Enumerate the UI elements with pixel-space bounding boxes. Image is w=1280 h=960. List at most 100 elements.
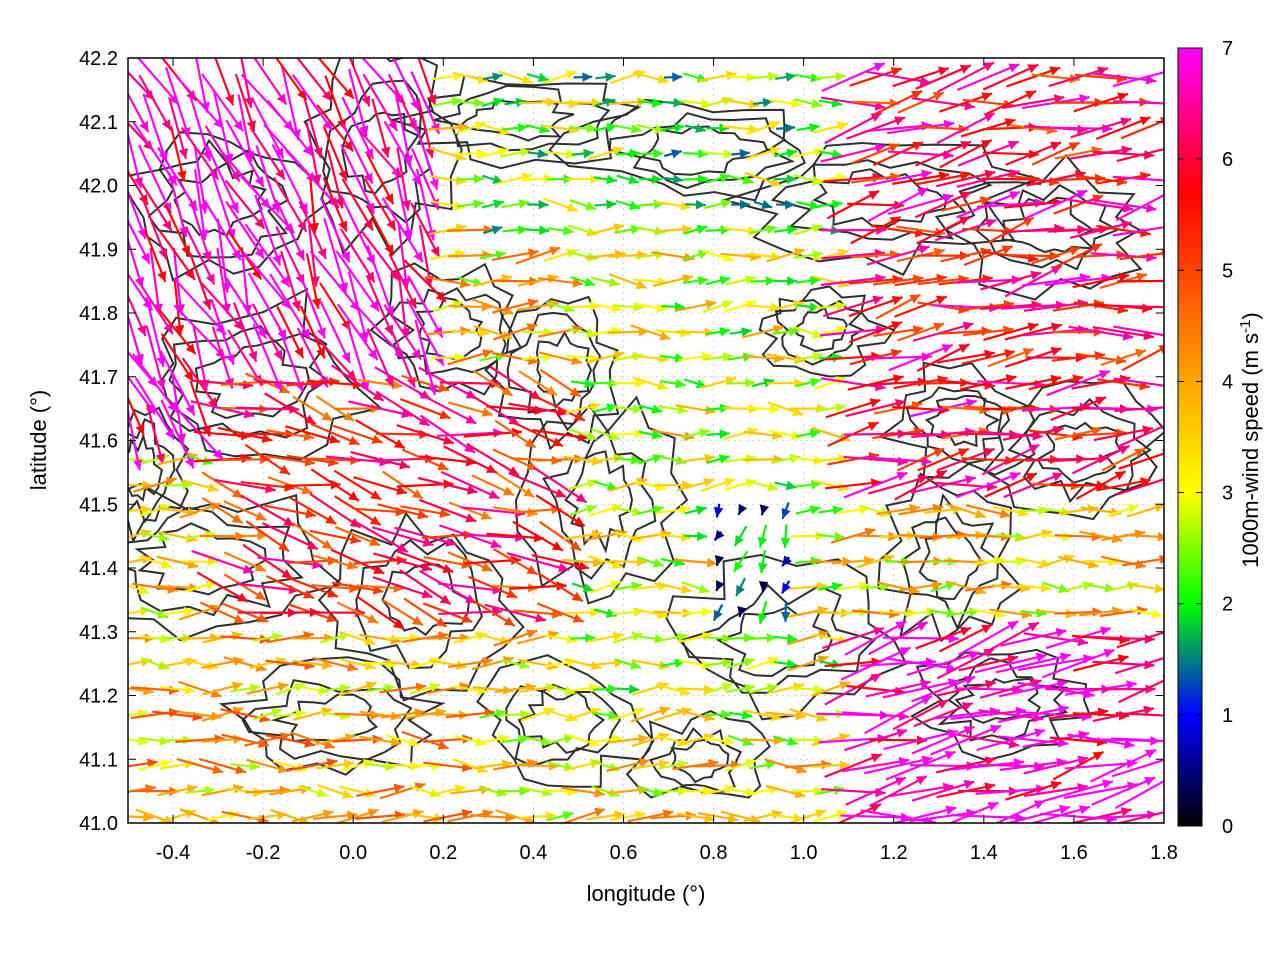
wind-arrow-head — [408, 737, 420, 747]
contour-line — [218, 656, 446, 776]
y-tick-label: 41.7 — [79, 367, 118, 389]
wind-arrow — [292, 522, 334, 551]
wind-arrow — [337, 303, 379, 361]
wind-arrow — [202, 681, 244, 696]
wind-arrow-shaft — [346, 324, 369, 392]
wind-arrow-shaft — [410, 202, 441, 258]
x-tick-label: 0.2 — [429, 842, 457, 864]
wind-arrow-head — [202, 298, 212, 310]
wind-arrow-head — [176, 433, 187, 444]
wind-arrow-shaft — [254, 194, 282, 266]
wind-arrow — [322, 177, 348, 232]
contour-line — [639, 125, 769, 176]
wind-arrow — [400, 505, 451, 518]
wind-arrow-head — [312, 174, 322, 185]
wind-arrow — [423, 808, 473, 823]
wind-arrow-shaft — [227, 329, 263, 386]
wind-arrow — [265, 733, 316, 748]
wind-arrow — [201, 73, 245, 132]
wind-arrow — [339, 631, 376, 646]
wind-arrow-shaft — [340, 144, 376, 215]
wind-arrow-shaft — [128, 406, 141, 471]
y-tick-label: 41.8 — [79, 303, 118, 325]
wind-arrow-shaft — [159, 350, 196, 416]
wind-arrow-head — [419, 389, 431, 400]
wind-arrow-head — [221, 303, 231, 315]
wind-arrow — [198, 757, 247, 775]
wind-arrow-head — [271, 632, 283, 642]
wind-arrow-head — [348, 436, 360, 445]
wind-arrow-head — [156, 378, 166, 390]
wind-arrow — [252, 632, 283, 642]
colorbar-tick-label: 7 — [1222, 38, 1233, 60]
wind-arrow-shaft — [337, 303, 379, 361]
wind-arrow-head — [297, 220, 307, 232]
wind-arrow-head — [1166, 711, 1176, 721]
wind-arrow-shaft — [348, 68, 368, 137]
wind-arrow — [176, 407, 224, 461]
x-tick-label: 0.0 — [339, 842, 367, 864]
y-tick-label: 42.2 — [79, 48, 118, 70]
wind-arrow — [401, 374, 450, 393]
y-tick-label: 41.9 — [79, 239, 118, 261]
wind-arrow — [211, 326, 234, 389]
wind-arrow-head — [439, 594, 451, 605]
wind-arrow-shaft — [188, 252, 212, 310]
wind-arrow-head — [369, 300, 380, 312]
wind-arrow — [160, 685, 196, 695]
wind-arrow — [223, 551, 267, 572]
y-tick-label: 41.3 — [79, 622, 118, 644]
wind-arrow — [210, 299, 235, 366]
wind-arrow — [417, 476, 478, 495]
wind-arrow-shaft — [305, 122, 320, 186]
wind-arrow — [182, 556, 218, 567]
wind-arrow — [253, 58, 288, 106]
wind-arrow-shaft — [280, 65, 300, 141]
wind-arrow — [191, 549, 254, 574]
wind-arrow-shaft — [387, 73, 418, 132]
contour-line — [514, 395, 689, 605]
wind-arrow-head — [1168, 331, 1179, 340]
wind-arrow — [188, 252, 212, 310]
contour-line — [535, 330, 593, 409]
wind-arrow — [332, 424, 383, 444]
wind-arrow-head — [384, 193, 394, 205]
wind-arrow — [164, 203, 191, 257]
wind-arrow-head — [185, 457, 194, 469]
wind-arrow — [381, 197, 424, 263]
wind-arrow-head — [138, 193, 148, 205]
wind-arrow-head — [346, 662, 358, 672]
wind-arrow-shaft — [420, 414, 476, 454]
wind-arrow — [359, 735, 402, 747]
wind-arrow — [128, 218, 151, 265]
wind-arrow-head — [207, 556, 218, 567]
wind-arrow-shaft — [240, 247, 250, 316]
wind-arrow-shaft — [419, 569, 477, 605]
wind-arrow-shaft — [138, 144, 173, 214]
wind-arrow-head — [185, 404, 195, 416]
wind-arrow-head — [392, 380, 403, 390]
colorbar-title-sup: -1 — [1237, 320, 1254, 333]
colorbar-title-end: ) — [1238, 312, 1263, 319]
x-axis-title: longitude (°) — [587, 881, 706, 906]
contour-line — [241, 679, 413, 761]
wind-arrow-head — [458, 122, 469, 133]
contour-line — [128, 432, 164, 502]
wind-arrow — [341, 178, 374, 232]
wind-arrow — [142, 200, 168, 260]
wind-arrow-head — [476, 763, 488, 773]
wind-arrow — [264, 392, 317, 425]
wind-arrow-head — [1166, 302, 1176, 312]
colorbar-tick-label: 1 — [1222, 705, 1233, 727]
wind-arrow — [246, 758, 289, 774]
wind-arrow-head — [439, 410, 451, 420]
wind-arrow-head — [225, 353, 235, 365]
wind-arrow — [316, 759, 355, 770]
wind-arrow — [403, 259, 447, 303]
wind-arrow — [320, 683, 351, 694]
wind-arrow — [305, 122, 322, 186]
wind-arrow — [240, 494, 295, 527]
wind-arrow-shaft — [339, 228, 376, 283]
wind-arrow-head — [1165, 189, 1176, 198]
wind-arrow-head — [465, 513, 477, 523]
